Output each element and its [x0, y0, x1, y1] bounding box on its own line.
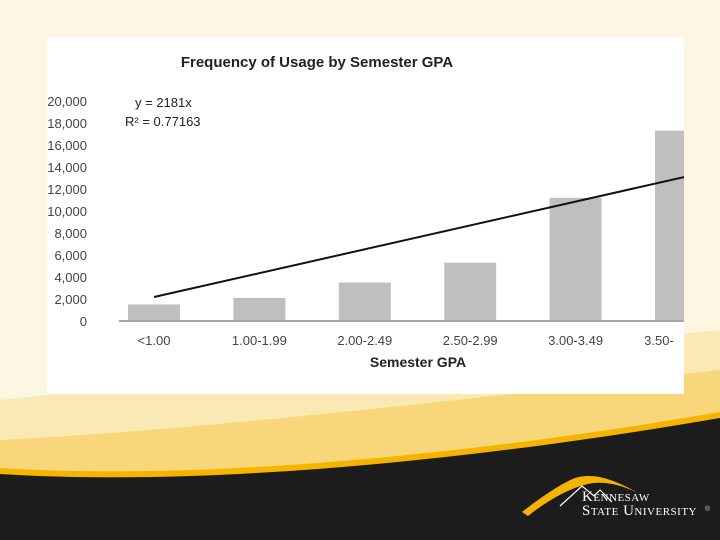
trendline: [153, 176, 685, 298]
y-tick-label: 10,000: [47, 204, 87, 219]
y-tick-label: 0: [80, 314, 87, 329]
mountain-logo-icon: [522, 475, 640, 516]
x-tick-label: 1.00-1.99: [232, 333, 287, 348]
trendline-r-squared: R² = 0.77163: [125, 114, 201, 129]
x-axis-label: Semester GPA: [370, 354, 466, 370]
bar: [233, 297, 286, 321]
y-tick-label: 18,000: [47, 116, 87, 131]
x-tick-label: 3.50-: [644, 333, 674, 348]
university-logo: Kennesaw State University ®: [520, 472, 710, 524]
y-tick-label: 16,000: [47, 138, 87, 153]
y-tick-label: 2,000: [54, 292, 87, 307]
bar: [338, 282, 391, 321]
x-tick-label: <1.00: [138, 333, 171, 348]
bar: [549, 197, 602, 321]
logo-line-1: Kennesaw: [582, 489, 650, 505]
chart-svg: Frequency of Usage by Semester GPA 0 2,00…: [47, 54, 707, 370]
y-tick-label: 14,000: [47, 160, 87, 175]
y-tick-label: 6,000: [54, 248, 87, 263]
y-tick-label: 4,000: [54, 270, 87, 285]
x-tick-label: 2.50-2.99: [443, 333, 498, 348]
y-axis: 0 2,000 4,000 6,000 8,000 10,000 12,000 14,000 1…: [47, 94, 87, 329]
y-tick-label: 20,000: [47, 94, 87, 109]
x-tick-label: 2.00-2.49: [337, 333, 392, 348]
x-tick-label: 3.00-3.49: [548, 333, 603, 348]
x-axis: <1.00 1.00-1.99 2.00-2.49 2.50-2.99 3.00-3.4…: [138, 333, 674, 348]
registered-mark: ®: [704, 506, 710, 513]
bar: [128, 304, 180, 321]
y-tick-label: 8,000: [54, 226, 87, 241]
chart-card: Frequency of Usage by Semester GPA 0 2,00…: [47, 37, 707, 394]
logo-line-2: State University: [582, 503, 697, 519]
bar: [444, 262, 497, 321]
chart-title: Frequency of Usage by Semester GPA: [181, 54, 453, 71]
y-tick-label: 12,000: [47, 182, 87, 197]
trendline-equation: y = 2181x: [135, 95, 192, 110]
